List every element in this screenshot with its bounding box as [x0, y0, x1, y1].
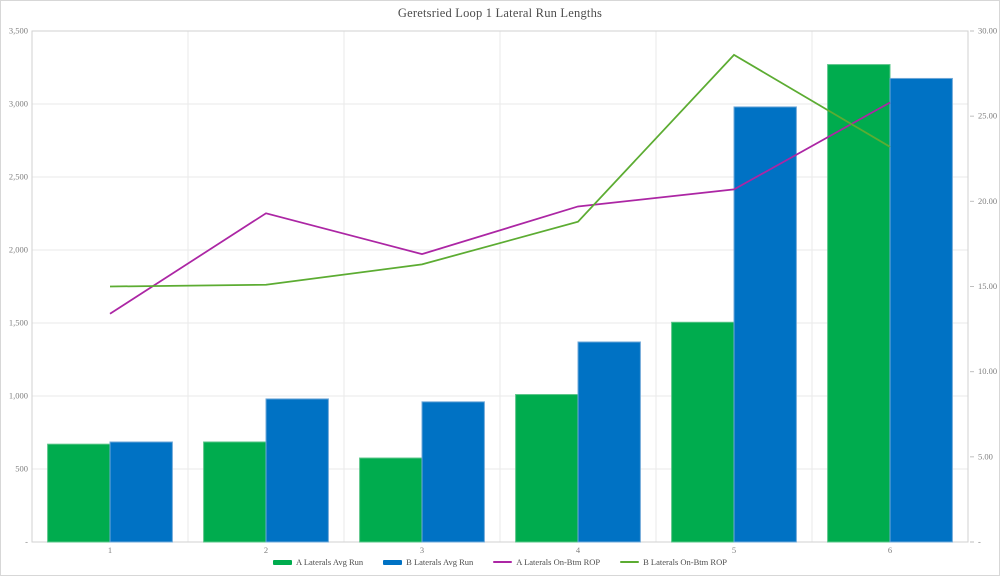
- plot-border: [31, 30, 969, 543]
- bar: [733, 106, 797, 543]
- svg-text:25.00: 25.00: [978, 111, 997, 121]
- legend-item-3[interactable]: A Laterals On-Btm ROP: [493, 557, 600, 567]
- line-series-group-2: [109, 53, 891, 288]
- bar: [671, 321, 735, 543]
- line-series-2: [109, 53, 891, 288]
- line-series-group-1: [109, 101, 891, 315]
- bar-series-2: [109, 77, 953, 543]
- legend: A Laterals Avg Run B Laterals Avg Run A La…: [1, 557, 999, 567]
- right-axis-labels: - 5.00 10.00 15.00 20.00 25.00 30.00: [978, 26, 997, 547]
- bar: [889, 77, 953, 543]
- svg-text:3: 3: [420, 545, 424, 555]
- x-axis-labels: 1 2 3 4 5 6: [108, 545, 892, 555]
- legend-item-4[interactable]: B Laterals On-Btm ROP: [620, 557, 727, 567]
- svg-text:10.00: 10.00: [978, 366, 997, 376]
- svg-text:2,500: 2,500: [9, 172, 28, 182]
- bar-series-1: [47, 64, 891, 543]
- svg-text:5.00: 5.00: [978, 451, 993, 461]
- legend-label: B Laterals On-Btm ROP: [643, 557, 727, 567]
- svg-text:1: 1: [108, 545, 112, 555]
- svg-text:1,000: 1,000: [9, 391, 28, 401]
- legend-bar-swatch: [273, 559, 293, 565]
- bar: [265, 398, 329, 543]
- bar: [827, 64, 891, 543]
- chart-title: Geretsried Loop 1 Lateral Run Lengths: [397, 6, 603, 20]
- legend-line-swatch: [493, 561, 513, 563]
- svg-text:6: 6: [888, 545, 892, 555]
- legend-item-2[interactable]: B Laterals Avg Run: [383, 557, 473, 567]
- right-axis-ticks: [970, 30, 974, 543]
- svg-text:3,500: 3,500: [9, 26, 28, 36]
- legend-label: A Laterals Avg Run: [296, 557, 364, 567]
- bar: [421, 401, 485, 543]
- svg-text:30.00: 30.00: [978, 26, 997, 36]
- svg-text:3,000: 3,000: [9, 99, 28, 109]
- legend-label: B Laterals Avg Run: [406, 557, 474, 567]
- svg-text:5: 5: [732, 545, 736, 555]
- line-series-1: [109, 101, 891, 315]
- bar: [109, 441, 173, 543]
- bar: [515, 394, 579, 543]
- legend-line-swatch: [620, 561, 640, 563]
- legend-item-1[interactable]: A Laterals Avg Run: [273, 557, 363, 567]
- svg-text:2: 2: [264, 545, 268, 555]
- bar: [203, 441, 267, 543]
- bar: [47, 443, 111, 543]
- svg-text:1,500: 1,500: [9, 318, 28, 328]
- svg-text:500: 500: [15, 464, 28, 474]
- legend-label: A Laterals On-Btm ROP: [516, 557, 601, 567]
- svg-text:-: -: [978, 537, 981, 547]
- svg-text:20.00: 20.00: [978, 196, 997, 206]
- bar: [359, 457, 423, 543]
- svg-text:4: 4: [576, 545, 581, 555]
- svg-text:15.00: 15.00: [978, 281, 997, 291]
- bar: [577, 341, 641, 543]
- legend-bar-swatch: [383, 559, 403, 565]
- svg-text:-: -: [25, 537, 28, 547]
- left-axis-labels: - 500 1,000 1,500 2,000 2,500 3,000 3,500: [9, 26, 28, 547]
- svg-text:2,000: 2,000: [9, 245, 28, 255]
